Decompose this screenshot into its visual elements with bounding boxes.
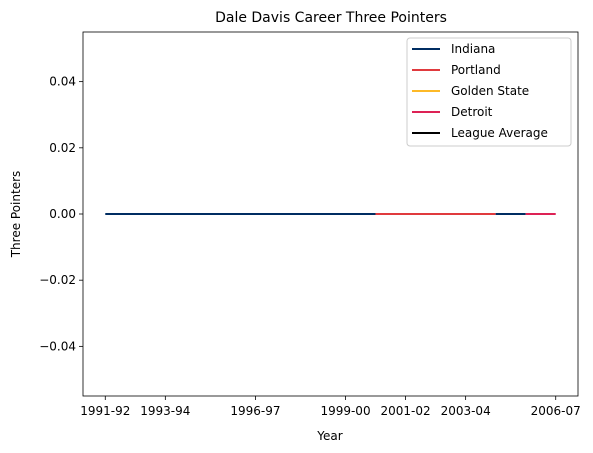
legend-label: Indiana xyxy=(451,42,495,56)
x-tick-label: 2006-07 xyxy=(531,404,581,418)
legend: Indiana Portland Golden State Detroit League… xyxy=(406,37,572,147)
x-tick-label: 1991-92 xyxy=(80,404,130,418)
legend-label: League Average xyxy=(451,126,548,140)
x-axis: 1991-92 1993-94 1996-97 1999-00 2001-02 2003-… xyxy=(80,396,581,418)
legend-label: Golden State xyxy=(451,84,529,98)
y-tick-label: 0.04 xyxy=(49,75,76,89)
x-tick-label: 1996-97 xyxy=(230,404,280,418)
y-tick-label: −0.04 xyxy=(39,339,76,353)
legend-label: Detroit xyxy=(451,105,493,119)
legend-label: Portland xyxy=(451,63,501,77)
chart-title: Dale Davis Career Three Pointers xyxy=(215,10,447,26)
y-tick-label: −0.02 xyxy=(39,273,76,287)
y-axis: −0.04 −0.02 0.00 0.02 0.04 xyxy=(39,75,83,353)
y-tick-label: 0.00 xyxy=(49,207,76,221)
x-tick-label: 2001-02 xyxy=(381,404,431,418)
y-axis-label: Three Pointers xyxy=(9,171,23,259)
x-axis-label: Year xyxy=(316,429,342,443)
x-tick-label: 1999-00 xyxy=(320,404,370,418)
x-tick-label: 2003-04 xyxy=(441,404,491,418)
y-tick-label: 0.02 xyxy=(49,141,76,155)
x-tick-label: 1993-94 xyxy=(140,404,190,418)
legend-box xyxy=(406,37,572,147)
